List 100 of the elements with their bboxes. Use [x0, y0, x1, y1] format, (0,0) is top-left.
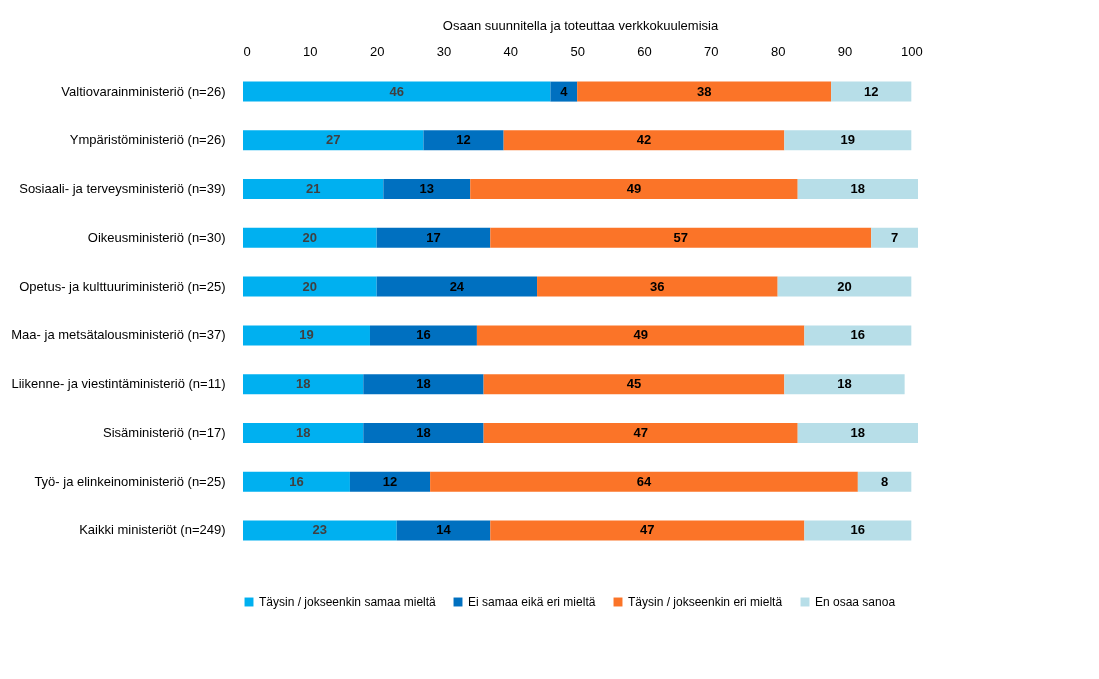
- data-label: 19: [840, 132, 856, 148]
- x-tick-label: 10: [303, 43, 318, 59]
- data-label: 47: [633, 424, 648, 440]
- bar: [797, 179, 918, 200]
- legend-label: En osaa sanoa: [815, 595, 896, 609]
- data-label: 18: [850, 424, 866, 440]
- data-label: 16: [289, 473, 304, 489]
- x-tick-label: 50: [570, 43, 585, 59]
- bar: [243, 276, 377, 297]
- data-label: 18: [850, 181, 866, 197]
- x-tick-label: 60: [637, 43, 652, 59]
- data-label: 8: [880, 473, 889, 489]
- bar: [243, 227, 377, 248]
- y-tick-label: Maa- ja metsätalousministeriö (n=37): [11, 327, 226, 343]
- bar: [369, 325, 477, 346]
- bar: [383, 179, 471, 200]
- x-tick-label: 40: [503, 43, 519, 59]
- data-label: 64: [636, 473, 652, 489]
- x-tick-label: 30: [436, 43, 452, 59]
- bar: [784, 130, 912, 151]
- bar: [243, 81, 551, 102]
- bar: [490, 227, 872, 248]
- bar: [777, 276, 912, 297]
- data-label: 36: [650, 278, 665, 294]
- x-tick-label: 20: [369, 43, 385, 59]
- bar: [376, 276, 538, 297]
- x-tick-label: 80: [770, 43, 786, 59]
- bar: [430, 471, 858, 492]
- bar: [243, 374, 364, 395]
- data-label: 16: [850, 327, 866, 343]
- bar: [797, 422, 918, 443]
- bar: [476, 325, 805, 346]
- x-tick-label: 90: [837, 43, 853, 59]
- data-label: 19: [299, 327, 314, 343]
- chart-title: Osaan suunnitella ja toteuttaa verkkokuulemisia: [442, 18, 719, 33]
- data-label: 12: [456, 132, 471, 148]
- bar: [396, 520, 491, 541]
- bar: [243, 325, 370, 346]
- bar: [243, 520, 397, 541]
- y-tick-label: Ympäristöministeriö (n=26): [69, 132, 226, 148]
- y-tick-label: Kaikki ministeriöt (n=249): [79, 522, 226, 538]
- data-label: 16: [416, 327, 431, 343]
- data-label: 46: [389, 83, 404, 99]
- bar: [243, 422, 364, 443]
- bar: [804, 325, 912, 346]
- bar: [483, 374, 785, 395]
- data-label: 12: [382, 473, 398, 489]
- data-label: 20: [837, 278, 852, 294]
- bar: [243, 179, 384, 200]
- bar: [550, 81, 578, 102]
- bar: [349, 471, 431, 492]
- y-tick-label: Sisäministeriö (n=17): [103, 424, 226, 440]
- data-label: 47: [640, 522, 655, 538]
- data-label: 38: [696, 83, 712, 99]
- bar: [243, 130, 424, 151]
- data-label: 27: [325, 132, 341, 148]
- data-label: 7: [890, 229, 899, 245]
- y-tick-label: Oikeusministeriö (n=30): [87, 229, 226, 245]
- bar: [423, 130, 504, 151]
- bar: [363, 374, 484, 395]
- bar: [243, 471, 350, 492]
- data-label: 18: [837, 376, 852, 392]
- data-label: 49: [626, 181, 642, 197]
- legend-label: Ei samaa eikä eri mieltä: [468, 595, 596, 609]
- data-label: 14: [436, 522, 452, 538]
- x-tick-label: 0: [243, 43, 251, 59]
- data-label: 18: [416, 424, 431, 440]
- bar: [503, 130, 785, 151]
- data-label: 13: [419, 181, 435, 197]
- bar: [804, 520, 912, 541]
- bar: [831, 81, 912, 102]
- y-tick-label: Opetus- ja kulttuuriministeriö (n=25): [19, 278, 226, 294]
- bar: [490, 520, 805, 541]
- legend-label: Täysin / jokseenkin eri mieltä: [628, 595, 783, 609]
- data-label: 4: [560, 83, 569, 99]
- y-tick-label: Liikenne- ja viestintäministeriö (n=11): [11, 376, 226, 392]
- bar: [470, 179, 798, 200]
- bar: [784, 374, 905, 395]
- data-label: 20: [302, 229, 318, 245]
- bar: [363, 422, 484, 443]
- y-tick-label: Valtiovarainministeriö (n=26): [61, 83, 226, 99]
- y-tick-label: Sosiaali- ja terveysministeriö (n=39): [19, 181, 226, 197]
- data-label: 57: [673, 229, 688, 245]
- data-label: 18: [295, 376, 311, 392]
- bar: [871, 227, 918, 248]
- x-tick-label: 70: [704, 43, 719, 59]
- data-label: 18: [295, 424, 311, 440]
- bar: [577, 81, 832, 102]
- bar: [857, 471, 912, 492]
- data-label: 16: [850, 522, 866, 538]
- data-label: 17: [426, 229, 441, 245]
- data-label: 49: [633, 327, 648, 343]
- data-label: 18: [416, 376, 431, 392]
- bar: [537, 276, 778, 297]
- data-label: 45: [626, 376, 642, 392]
- data-label: 24: [449, 278, 465, 294]
- bar: [376, 227, 491, 248]
- data-label: 12: [863, 83, 879, 99]
- data-label: 21: [305, 181, 321, 197]
- y-tick-label: Työ- ja elinkeinoministeriö (n=25): [34, 473, 226, 489]
